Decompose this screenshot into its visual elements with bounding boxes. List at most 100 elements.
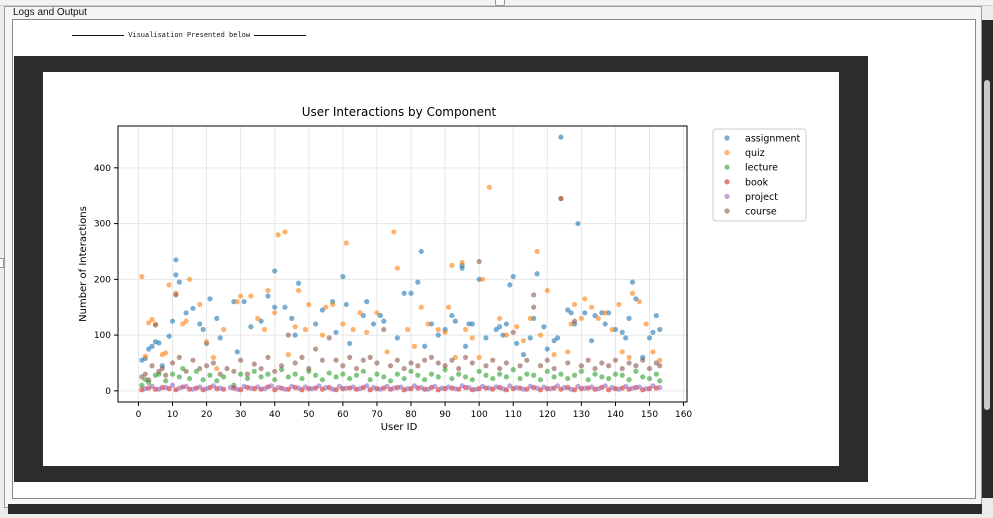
point-assignment — [514, 340, 520, 347]
point-assignment — [183, 310, 189, 316]
point-project — [370, 384, 377, 391]
point-lecture — [139, 382, 145, 388]
horizontal-scrollbar[interactable] — [8, 504, 982, 514]
point-lecture — [619, 372, 625, 378]
point-quiz — [340, 321, 346, 327]
legend-marker-book — [724, 179, 730, 185]
point-lecture — [415, 372, 421, 378]
point-quiz — [551, 352, 557, 358]
point-quiz — [210, 354, 217, 360]
point-project — [183, 383, 189, 389]
point-course — [285, 332, 291, 338]
splitter-handle[interactable] — [495, 0, 505, 6]
point-course — [476, 258, 482, 265]
point-lecture — [319, 377, 326, 383]
point-assignment — [415, 279, 421, 285]
point-project — [163, 384, 169, 391]
point-course — [585, 357, 591, 363]
point-project — [169, 382, 176, 388]
point-course — [524, 357, 530, 363]
point-project — [609, 384, 615, 391]
point-quiz — [350, 326, 356, 333]
point-course — [578, 363, 584, 369]
point-course — [173, 292, 179, 298]
point-quiz — [534, 248, 540, 255]
point-project — [248, 385, 254, 391]
point-project — [364, 383, 370, 389]
point-assignment — [520, 352, 527, 358]
point-quiz — [221, 326, 227, 333]
point-quiz — [272, 310, 278, 316]
point-project — [302, 384, 308, 390]
point-course — [415, 363, 421, 369]
point-lecture — [510, 367, 516, 373]
point-course — [299, 354, 305, 360]
point-course — [449, 357, 455, 363]
point-assignment — [340, 273, 346, 280]
point-project — [330, 386, 336, 392]
side-splitter-handle[interactable] — [0, 258, 4, 268]
x-tick-label: 0 — [136, 410, 142, 420]
group-title: Logs and Output — [11, 7, 89, 19]
legend-label-project: project — [745, 192, 778, 203]
point-quiz — [343, 240, 349, 246]
point-lecture — [657, 378, 663, 384]
scatter-chart: 0 10 20 30 40 50 60 70 80 90 100 110 120 130 140 150 160… — [78, 105, 807, 433]
point-quiz — [650, 349, 656, 355]
point-course — [326, 335, 332, 341]
point-quiz — [405, 326, 411, 333]
point-lecture — [207, 372, 213, 378]
scrollbar-thumb[interactable] — [984, 80, 990, 410]
point-lecture — [353, 372, 360, 378]
point-lecture — [387, 378, 394, 384]
point-course — [381, 326, 387, 333]
point-quiz — [163, 350, 169, 356]
point-lecture — [251, 368, 257, 374]
point-course — [531, 304, 537, 310]
point-quiz — [384, 349, 390, 355]
point-course — [347, 354, 353, 360]
point-quiz — [588, 304, 595, 310]
point-lecture — [333, 374, 339, 380]
x-tick-label: 40 — [269, 410, 281, 420]
point-assignment — [272, 268, 278, 274]
point-quiz — [197, 301, 203, 308]
chart-figure: 0 10 20 30 40 50 60 70 80 90 100 110 120 130 140 150 160… — [43, 72, 839, 466]
point-project — [217, 385, 223, 391]
point-assignment — [292, 332, 298, 338]
point-course — [626, 360, 632, 366]
point-course — [633, 363, 639, 369]
point-assignment — [588, 338, 595, 344]
point-lecture — [347, 375, 353, 382]
point-course — [374, 360, 380, 366]
point-project — [398, 384, 404, 390]
point-lecture — [265, 371, 271, 377]
x-tick-label: 160 — [675, 410, 692, 420]
point-course — [353, 365, 360, 372]
point-quiz — [449, 262, 455, 268]
point-assignment — [657, 326, 663, 333]
point-project — [629, 385, 636, 391]
point-assignment — [200, 326, 206, 333]
point-course — [319, 357, 326, 363]
point-assignment — [401, 290, 407, 296]
point-course — [272, 368, 278, 374]
point-project — [261, 386, 268, 392]
point-quiz — [248, 293, 254, 299]
point-lecture — [653, 371, 659, 377]
point-course — [333, 357, 339, 363]
point-assignment — [452, 318, 458, 324]
point-assignment — [558, 134, 564, 140]
x-tick-label: 150 — [641, 410, 658, 420]
point-quiz — [619, 349, 625, 355]
point-project — [575, 383, 581, 389]
point-project — [268, 383, 274, 389]
point-course — [599, 360, 605, 366]
point-assignment — [173, 257, 179, 263]
point-project — [459, 383, 465, 389]
point-course — [203, 363, 210, 369]
point-assignment — [418, 248, 424, 255]
point-quiz — [261, 326, 268, 333]
point-quiz — [520, 338, 527, 344]
point-quiz — [306, 301, 312, 308]
